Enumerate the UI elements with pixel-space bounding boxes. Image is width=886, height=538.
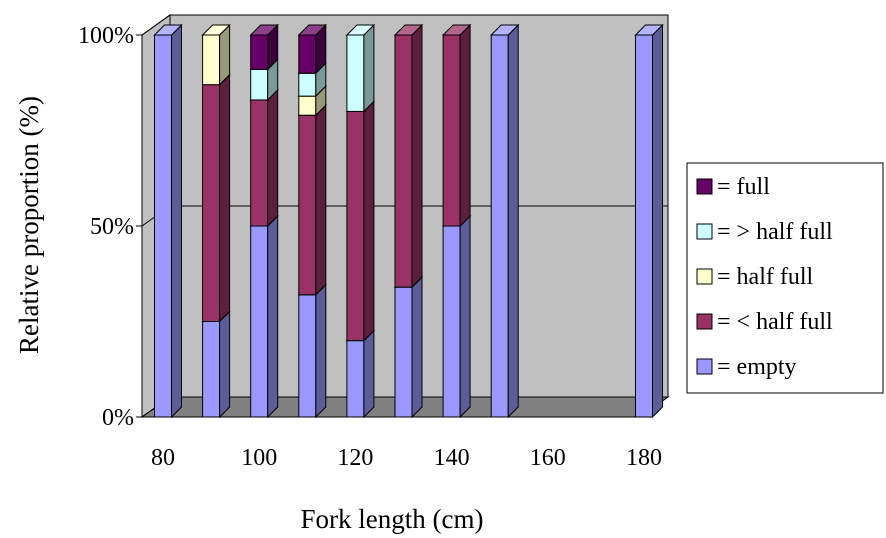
bar-front <box>298 294 317 418</box>
x-tick-label: 120 <box>337 445 373 471</box>
bar-segment <box>249 88 279 228</box>
bar-side <box>411 275 423 419</box>
bar-segment <box>297 23 328 75</box>
y-axis-title: Relative proportion (%) <box>14 96 44 354</box>
bar-front <box>298 34 317 74</box>
bar-front <box>635 34 653 418</box>
legend-swatch <box>696 313 713 330</box>
y-tick-label: 50% <box>90 214 134 240</box>
bar-front <box>346 110 365 342</box>
bar-segment <box>345 100 376 342</box>
bar-segment <box>345 329 376 419</box>
bar-segment <box>201 310 231 419</box>
bar-segment <box>201 23 231 86</box>
bar-top <box>153 24 183 36</box>
legend-label: = > half full <box>717 219 833 245</box>
bar-segment <box>297 104 328 296</box>
bar-top <box>345 24 376 36</box>
bar-segment <box>249 23 279 71</box>
bar-front <box>250 34 269 70</box>
bar-segment <box>441 23 472 228</box>
legend-swatch <box>696 358 713 375</box>
legend: = full = > half full = half full = < half f… <box>686 162 884 394</box>
bar-top <box>249 24 279 36</box>
bar-front <box>250 99 269 227</box>
y-tick-label: 0% <box>102 405 134 431</box>
legend-label: = empty <box>717 354 797 380</box>
bar-side <box>315 283 327 419</box>
legend-label: = full <box>717 174 770 200</box>
x-tick-label: 160 <box>530 445 566 471</box>
bar-front <box>202 84 221 322</box>
bar-segment <box>201 73 231 323</box>
bar-side <box>363 329 375 419</box>
bar-front <box>394 34 413 288</box>
bar-front <box>298 95 317 116</box>
bar-front <box>154 34 172 418</box>
legend-swatch <box>696 223 713 240</box>
bar-side <box>652 23 663 419</box>
bar-top <box>441 24 472 36</box>
legend-swatch <box>696 268 713 285</box>
gridline-side <box>141 14 171 36</box>
bar-front <box>394 286 413 418</box>
bar-front <box>346 340 365 418</box>
x-tick-label: 80 <box>151 445 175 471</box>
bar-segment <box>634 23 664 419</box>
bar-segment <box>393 275 424 419</box>
y-tick-label: 100% <box>78 23 134 49</box>
bar-top <box>393 24 424 36</box>
bar-front <box>202 321 221 418</box>
bar-top <box>634 24 664 36</box>
bar-side <box>267 214 279 419</box>
bar-side <box>363 23 375 113</box>
x-tick-label: 180 <box>626 445 662 471</box>
x-axis-title: Fork length (cm) <box>301 504 484 534</box>
bar-front <box>442 34 461 227</box>
legend-swatch <box>696 178 713 195</box>
bar-side <box>267 88 279 228</box>
x-axis-ticks: 80 100 120 140 160 180 <box>151 445 662 471</box>
bar-side <box>459 214 471 419</box>
bar-segment <box>297 283 328 419</box>
bar-front <box>202 34 221 86</box>
x-tick-label: 140 <box>434 445 470 471</box>
bar-segment <box>153 23 183 419</box>
bar-side <box>411 23 423 289</box>
bar-front <box>250 68 269 101</box>
bar-side <box>363 100 375 342</box>
bars-group <box>153 23 664 419</box>
bar-front <box>442 225 461 418</box>
legend-label: = half full <box>717 264 814 290</box>
bar-side <box>219 73 231 323</box>
bar-front <box>346 34 365 112</box>
bar-segment <box>441 214 472 419</box>
bar-front <box>490 34 509 418</box>
bar-side <box>507 23 519 419</box>
legend-box <box>686 162 884 394</box>
bar-front <box>250 225 269 418</box>
bar-side <box>171 23 182 419</box>
bar-segment <box>345 23 376 113</box>
bar-front <box>298 114 317 296</box>
bar-side <box>459 23 471 228</box>
bar-side <box>219 310 231 419</box>
bar-top <box>201 24 231 36</box>
bar-segment <box>489 23 520 419</box>
bar-segment <box>249 214 279 419</box>
bar-top <box>489 24 520 36</box>
bar-segment <box>393 23 424 289</box>
legend-label: = < half full <box>717 309 833 335</box>
bar-side <box>315 104 327 296</box>
bar-front <box>298 72 317 97</box>
x-tick-label: 100 <box>241 445 277 471</box>
y-axis-ticks: 0% 50% 100% <box>78 23 142 431</box>
bar-top <box>297 24 328 36</box>
